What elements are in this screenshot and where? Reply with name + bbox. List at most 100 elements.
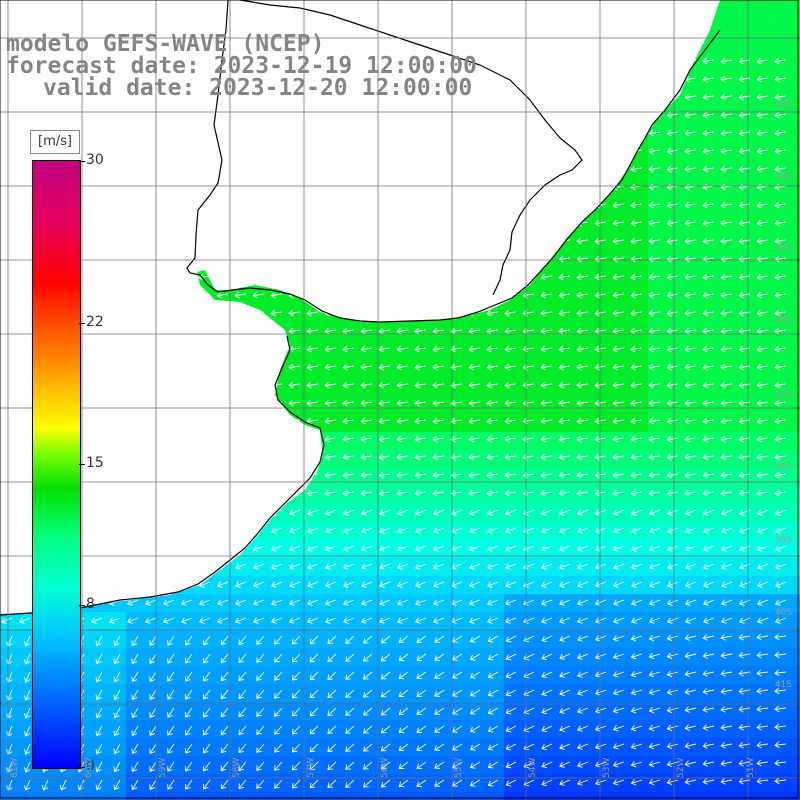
wind-arrow bbox=[667, 581, 679, 588]
field-cell bbox=[504, 684, 523, 703]
wind-arrow bbox=[576, 327, 589, 335]
wind-arrow bbox=[702, 111, 715, 119]
field-cell bbox=[576, 576, 595, 595]
wind-arrow bbox=[594, 291, 607, 299]
field-cell bbox=[738, 252, 757, 271]
field-cell bbox=[756, 450, 775, 469]
field-cell bbox=[666, 738, 685, 757]
wind-arrow bbox=[720, 399, 733, 407]
wind-arrow bbox=[702, 219, 715, 227]
wind-arrow bbox=[452, 779, 463, 787]
field-cell bbox=[522, 666, 541, 685]
latitude-label: 38S bbox=[774, 462, 792, 472]
field-cell bbox=[630, 450, 649, 469]
wind-arrow bbox=[721, 527, 733, 534]
wind-arrow bbox=[541, 653, 553, 661]
field-cell bbox=[450, 594, 469, 613]
field-cell bbox=[576, 468, 595, 487]
wind-arrow bbox=[721, 599, 733, 606]
wind-arrow bbox=[380, 689, 391, 698]
field-cell bbox=[792, 576, 800, 595]
field-cell bbox=[90, 720, 109, 739]
field-cell bbox=[468, 738, 487, 757]
field-cell bbox=[36, 792, 55, 800]
field-cell bbox=[90, 630, 109, 649]
field-cell bbox=[432, 684, 451, 703]
wind-arrow bbox=[167, 743, 175, 754]
wind-arrow bbox=[238, 779, 247, 790]
wind-arrow bbox=[185, 743, 193, 754]
field-cell bbox=[522, 486, 541, 505]
wind-arrow bbox=[594, 779, 607, 786]
field-cell bbox=[540, 360, 559, 379]
wind-arrow bbox=[306, 363, 319, 371]
wind-arrow bbox=[469, 653, 481, 661]
field-cell bbox=[468, 684, 487, 703]
field-cell bbox=[396, 756, 415, 775]
wind-arrow bbox=[774, 165, 787, 173]
wind-arrow bbox=[757, 527, 769, 534]
wind-arrow bbox=[345, 707, 355, 716]
wind-arrow bbox=[452, 761, 463, 769]
field-cell bbox=[558, 540, 577, 559]
wind-arrow bbox=[487, 563, 499, 570]
field-cell bbox=[414, 540, 433, 559]
wind-arrow bbox=[432, 381, 445, 389]
wind-arrow bbox=[256, 779, 265, 789]
wind-arrow bbox=[416, 761, 427, 769]
field-cell bbox=[792, 360, 800, 379]
wind-arrow bbox=[345, 779, 355, 788]
wind-arrow bbox=[414, 327, 427, 335]
field-cell bbox=[270, 756, 289, 775]
wind-arrow bbox=[684, 219, 697, 227]
wind-arrow bbox=[487, 779, 499, 787]
wind-arrow bbox=[774, 75, 787, 83]
field-cell bbox=[720, 612, 739, 631]
field-cell bbox=[378, 342, 397, 361]
field-cell bbox=[270, 522, 289, 541]
field-cell bbox=[396, 450, 415, 469]
wind-arrow bbox=[540, 345, 553, 353]
field-cell bbox=[522, 468, 541, 487]
wind-arrow bbox=[306, 417, 319, 425]
wind-arrow bbox=[630, 634, 643, 642]
field-cell bbox=[414, 342, 433, 361]
longitude-label: 51W bbox=[746, 757, 756, 778]
wind-arrow bbox=[612, 363, 625, 371]
field-cell bbox=[324, 324, 343, 343]
wind-arrow bbox=[433, 563, 445, 570]
wind-arrow bbox=[541, 779, 553, 787]
field-cell bbox=[522, 756, 541, 775]
wind-arrow bbox=[684, 417, 697, 425]
field-cell bbox=[486, 648, 505, 667]
wind-arrow bbox=[684, 471, 697, 479]
field-cell bbox=[576, 522, 595, 541]
field-cell bbox=[738, 792, 757, 800]
field-cell bbox=[684, 684, 703, 703]
colorbar-tick-label: 30 bbox=[86, 152, 104, 168]
wind-arrow bbox=[505, 617, 517, 624]
wind-arrow bbox=[648, 724, 661, 732]
wind-arrow bbox=[577, 761, 589, 768]
field-cell bbox=[432, 576, 451, 595]
wind-arrow bbox=[702, 165, 715, 173]
wind-arrow bbox=[613, 599, 625, 606]
wind-arrow bbox=[774, 777, 787, 785]
wind-arrow bbox=[648, 273, 661, 281]
wind-arrow bbox=[274, 671, 283, 681]
field-cell bbox=[792, 396, 800, 415]
wind-arrow bbox=[360, 435, 373, 443]
field-cell bbox=[270, 792, 289, 800]
wind-arrow bbox=[559, 671, 571, 678]
field-cell bbox=[396, 594, 415, 613]
wind-arrow bbox=[343, 509, 355, 516]
wind-arrow bbox=[775, 599, 787, 606]
field-cell bbox=[288, 612, 307, 631]
field-cell bbox=[594, 360, 613, 379]
wind-arrow bbox=[113, 689, 121, 701]
field-cell bbox=[180, 612, 199, 631]
field-cell bbox=[594, 450, 613, 469]
field-cell bbox=[468, 432, 487, 451]
wind-arrow bbox=[487, 617, 499, 624]
